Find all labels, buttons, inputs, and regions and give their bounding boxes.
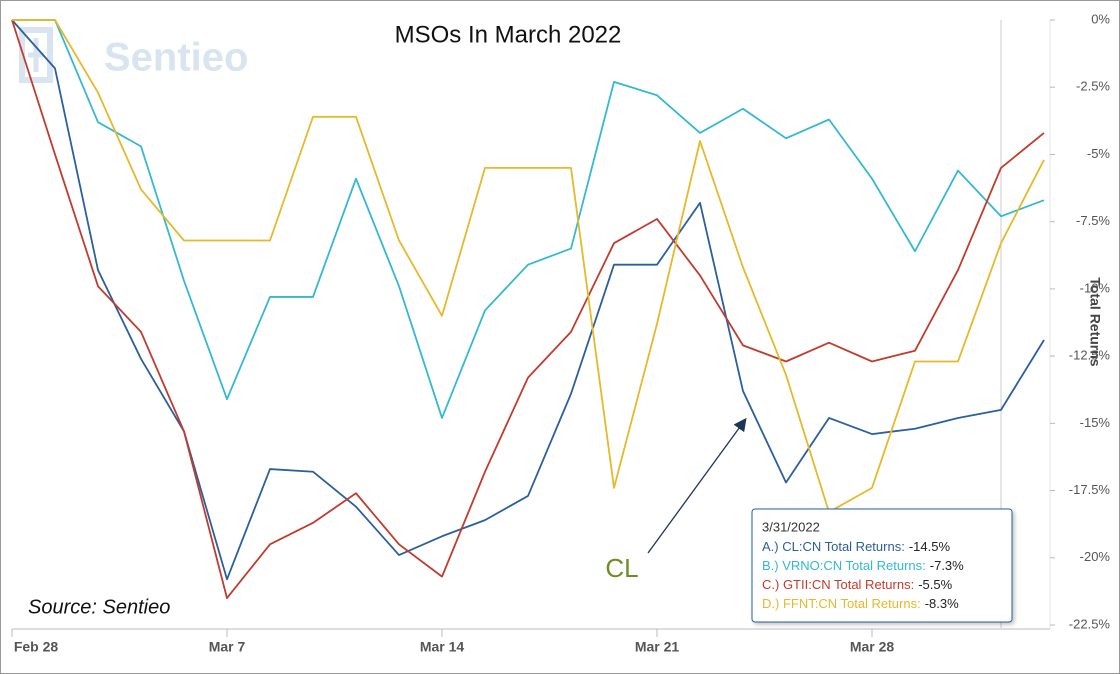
- y-tick-label: -17.5%: [1069, 482, 1111, 497]
- y-tick-label: -12.5%: [1069, 348, 1111, 363]
- tooltip-box: [751, 508, 1013, 623]
- y-tick-label: -2.5%: [1076, 79, 1110, 94]
- tooltip-entry: B.) VRNO:CN Total Returns: -7.3%: [762, 558, 964, 573]
- annotation: CL: [605, 553, 638, 583]
- tooltip-date: 3/31/2022: [762, 519, 820, 534]
- x-tick-label: Feb 28: [14, 639, 59, 655]
- y-tick-label: -15%: [1080, 415, 1111, 430]
- tooltip-entry: A.) CL:CN Total Returns: -14.5%: [762, 539, 950, 554]
- watermark: Sentieo: [104, 36, 248, 80]
- x-tick-label: Mar 28: [850, 639, 895, 655]
- tooltip-value: -14.5%: [909, 539, 951, 554]
- tooltip-value: -7.3%: [930, 558, 964, 573]
- x-tick-label: Mar 21: [635, 639, 680, 655]
- y-tick-label: -22.5%: [1069, 616, 1111, 631]
- y-axis-label: Total Returns: [1087, 277, 1103, 366]
- tooltip-label: C.) GTII:CN Total Returns:: [762, 577, 914, 592]
- tooltip-label: B.) VRNO:CN Total Returns:: [762, 558, 926, 573]
- tooltip-value: -8.3%: [925, 596, 959, 611]
- plot: 0% -2.5% -5% -7.5% -10% -12.5% -15% -17.5% -20% -…: [11, 11, 1111, 655]
- tooltip-value: -5.5%: [918, 577, 952, 592]
- x-tick-label: Mar 14: [420, 639, 465, 655]
- annotation-arrow: [647, 417, 747, 554]
- series-line: [12, 19, 1045, 513]
- tooltip-entry: D.) FFNT:CN Total Returns: -8.3%: [762, 596, 959, 611]
- tooltip-entry: C.) GTII:CN Total Returns: -5.5%: [762, 577, 953, 592]
- series-line: [12, 19, 1045, 419]
- y-tick-label: -5%: [1087, 146, 1111, 161]
- chart-title: MSOs In March 2022: [395, 21, 622, 48]
- y-tick-label: -7.5%: [1076, 213, 1110, 228]
- tooltip-label: D.) FFNT:CN Total Returns:: [762, 596, 921, 611]
- y-tick-label: -10%: [1080, 280, 1111, 295]
- y-tick-label: 0%: [1091, 11, 1110, 26]
- series-line: [11, 19, 1045, 600]
- y-tick-label: -20%: [1080, 549, 1111, 564]
- logo-icon: [19, 27, 53, 83]
- tooltip-label: A.) CL:CN Total Returns:: [762, 539, 905, 554]
- x-tick-label: Mar 7: [209, 639, 246, 655]
- tooltip: 3/31/2022 A.) CL:CN Total Returns: -14.5%…: [751, 508, 1013, 623]
- source: Source: Sentieo: [28, 596, 170, 618]
